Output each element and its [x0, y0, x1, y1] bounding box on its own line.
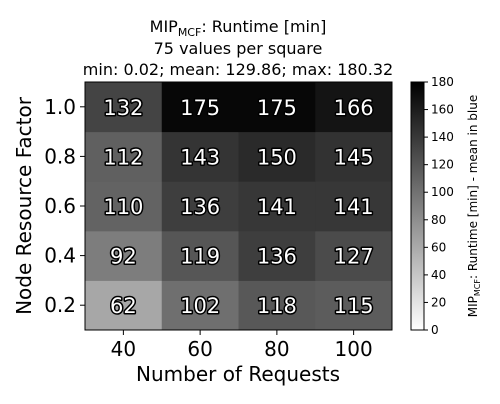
x-axis-ticks: 40 60 80 100: [111, 330, 373, 361]
heatmap-cell-label: 115: [334, 294, 374, 318]
y-tick-label: 0.2: [44, 293, 76, 317]
heatmap-cell: [238, 82, 316, 133]
heatmap-cell: [238, 230, 316, 281]
heatmap-cell-label: 118: [257, 294, 297, 318]
heatmap-cell-label: 62: [110, 294, 137, 318]
heatmap-cell: [238, 181, 316, 232]
y-tick-label: 0.4: [44, 244, 76, 268]
colorbar-tick-label: 100: [431, 185, 454, 199]
heatmap-cell: [161, 230, 239, 281]
heatmap-cell: [85, 280, 163, 331]
heatmap-cell: [85, 131, 163, 182]
heatmap-cell: [85, 230, 163, 281]
colorbar-label: MIPMCF: Runtime [min] - mean in blue: [466, 95, 482, 318]
heatmap-cell: [315, 131, 393, 182]
heatmap-cell: [161, 131, 239, 182]
heatmap-cell: [85, 82, 163, 133]
y-tick-label: 0.8: [44, 144, 76, 168]
colorbar-tick-label: 120: [431, 158, 454, 172]
heatmap-cell-label: 175: [180, 96, 220, 120]
heatmap-cell-label: 150: [257, 145, 297, 169]
heatmap-cell: [238, 131, 316, 182]
colorbar: [410, 81, 425, 331]
heatmap-cell-labels: 62 102 118 115 92 119 136 127 110 136 141 141 112 143…: [102, 94, 375, 319]
heatmap-cell-label: 141: [334, 195, 374, 219]
heatmap-cell: [161, 82, 239, 133]
heatmap-cell-label: 175: [257, 96, 297, 120]
heatmap-cell-label: 136: [180, 195, 220, 219]
heatmap-cell-label: 145: [334, 145, 374, 169]
x-axis-label: Number of Requests: [136, 362, 340, 386]
colorbar-tick-label: 0: [431, 323, 439, 337]
heatmap-cell: [161, 280, 239, 331]
heatmap-cell: [315, 230, 393, 281]
colorbar-tick-label: 60: [431, 240, 446, 254]
colorbar-tick-label: 20: [431, 295, 446, 309]
heatmap-cell-label: 102: [180, 294, 220, 318]
colorbar-tick-label: 160: [431, 103, 454, 117]
heatmap-cell: [161, 181, 239, 232]
heatmap-cell-label: 166: [334, 96, 374, 120]
heatmap-cell-label: 119: [180, 245, 220, 269]
chart-title-line3: min: 0.02; mean: 129.86; max: 180.32: [83, 60, 393, 79]
colorbar-tick-label: 140: [431, 130, 454, 144]
heatmap-cell: [315, 181, 393, 232]
colorbar-tick-label: 180: [431, 75, 454, 89]
heatmap-cell: [315, 82, 393, 133]
heatmap-cell-label: 136: [257, 245, 297, 269]
heatmap-cell: [315, 280, 393, 331]
y-axis-label: Node Resource Factor: [12, 96, 36, 315]
heatmap-cell-label: 132: [103, 96, 143, 120]
y-axis-ticks: 0.2 0.4 0.6 0.8 1.0: [44, 95, 85, 317]
heatmap-cell: [85, 181, 163, 232]
chart-title-line2: 75 values per square: [154, 39, 323, 58]
y-tick-label: 0.6: [44, 194, 76, 218]
heatmap-cell-label: 112: [103, 145, 143, 169]
heatmap-cell-label: 141: [257, 195, 297, 219]
heatmap-cell: [238, 280, 316, 331]
colorbar-ticks: 0 20 40 60 80 100 120 140 160 180: [424, 75, 454, 337]
y-tick-label: 1.0: [44, 95, 76, 119]
heatmap-cells: [85, 82, 393, 331]
heatmap-cell-label: 143: [180, 145, 220, 169]
x-tick-label: 80: [264, 337, 289, 361]
colorbar-tick-label: 80: [431, 213, 446, 227]
x-tick-label: 100: [335, 337, 373, 361]
heatmap-cell-label: 127: [334, 245, 374, 269]
colorbar-tick-label: 40: [431, 268, 446, 282]
heatmap-cell-label: 110: [103, 195, 143, 219]
x-tick-label: 60: [187, 337, 212, 361]
chart-title-line1: MIPMCF: Runtime [min]: [150, 17, 327, 39]
heatmap-cell-label: 92: [110, 245, 137, 269]
x-tick-label: 40: [111, 337, 136, 361]
